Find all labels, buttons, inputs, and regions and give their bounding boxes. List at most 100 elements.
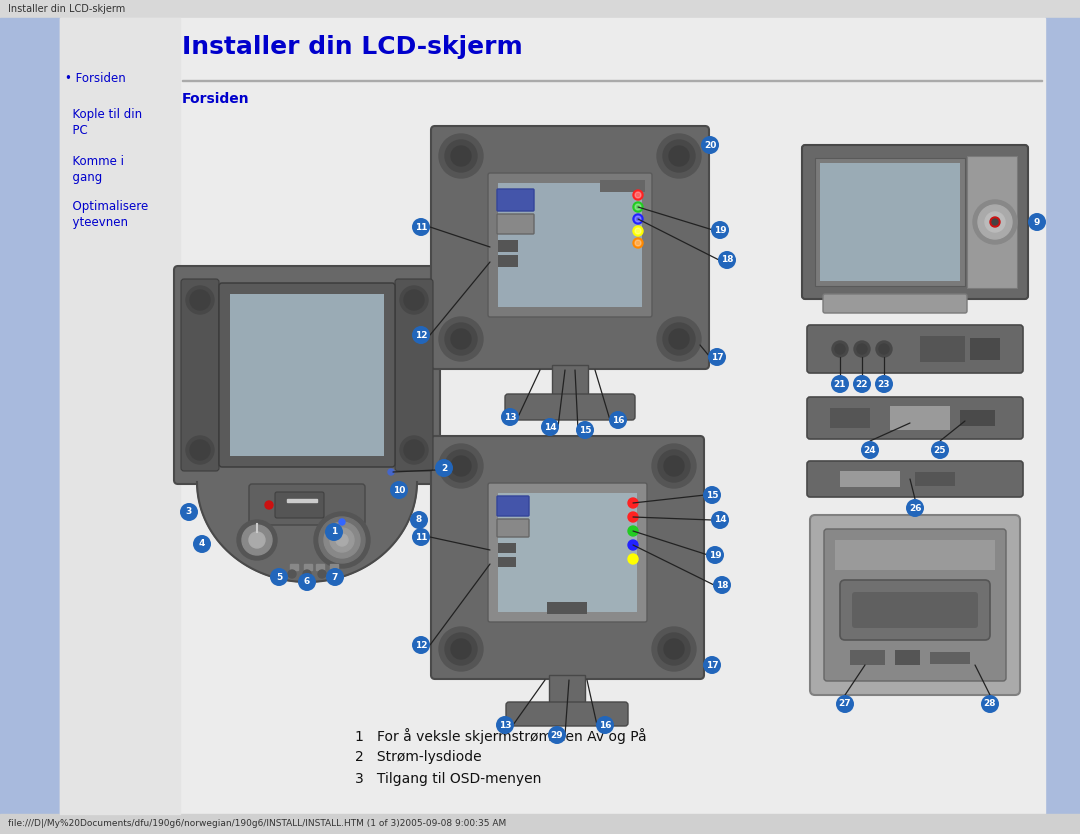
Text: 10: 10 xyxy=(393,485,405,495)
Circle shape xyxy=(835,344,845,354)
Circle shape xyxy=(435,459,453,477)
Circle shape xyxy=(324,522,360,558)
Bar xyxy=(330,564,338,570)
Circle shape xyxy=(879,344,889,354)
Circle shape xyxy=(978,205,1012,239)
Bar xyxy=(890,406,950,430)
Bar xyxy=(820,163,960,281)
FancyBboxPatch shape xyxy=(840,580,990,640)
Bar xyxy=(970,338,1000,360)
Circle shape xyxy=(664,456,684,476)
Circle shape xyxy=(635,192,642,198)
Circle shape xyxy=(633,226,643,236)
Bar xyxy=(920,336,966,362)
Circle shape xyxy=(411,218,430,236)
Text: Kople til din
  PC: Kople til din PC xyxy=(65,108,143,137)
Circle shape xyxy=(451,639,471,659)
Circle shape xyxy=(635,240,642,246)
Text: 7: 7 xyxy=(332,572,338,581)
FancyBboxPatch shape xyxy=(249,484,365,525)
Bar xyxy=(230,294,384,456)
Circle shape xyxy=(703,656,721,674)
Circle shape xyxy=(718,251,735,269)
Circle shape xyxy=(541,418,559,436)
Text: 18: 18 xyxy=(716,580,728,590)
Circle shape xyxy=(706,546,724,564)
FancyBboxPatch shape xyxy=(505,394,635,420)
FancyBboxPatch shape xyxy=(275,492,324,518)
Circle shape xyxy=(596,716,615,734)
Text: Optimalisere
  yteevnen: Optimalisere yteevnen xyxy=(65,200,148,229)
Circle shape xyxy=(411,528,430,546)
Circle shape xyxy=(404,290,424,310)
Bar xyxy=(197,480,417,484)
FancyBboxPatch shape xyxy=(181,279,219,471)
Circle shape xyxy=(388,469,394,475)
Bar xyxy=(498,240,518,252)
Bar xyxy=(815,158,966,286)
Circle shape xyxy=(451,146,471,166)
Bar xyxy=(0,814,1080,834)
Circle shape xyxy=(303,570,311,578)
Text: 3   Tilgang til OSD-menyen: 3 Tilgang til OSD-menyen xyxy=(355,772,541,786)
Bar xyxy=(960,410,995,426)
Text: 2   Strøm-lysdiode: 2 Strøm-lysdiode xyxy=(355,750,482,764)
Text: 27: 27 xyxy=(839,700,851,709)
Circle shape xyxy=(875,375,893,393)
Circle shape xyxy=(438,317,483,361)
Circle shape xyxy=(858,344,867,354)
Text: 17: 17 xyxy=(705,661,718,670)
Bar xyxy=(1045,18,1080,814)
Circle shape xyxy=(314,512,370,568)
Circle shape xyxy=(831,375,849,393)
Circle shape xyxy=(861,441,879,459)
Bar xyxy=(498,543,516,553)
Bar xyxy=(930,652,970,664)
Bar xyxy=(895,650,920,665)
Text: 5: 5 xyxy=(275,572,282,581)
Text: 14: 14 xyxy=(543,423,556,431)
Bar xyxy=(915,472,955,486)
Circle shape xyxy=(713,576,731,594)
Circle shape xyxy=(876,341,892,357)
Text: 26: 26 xyxy=(908,504,921,513)
Circle shape xyxy=(985,212,1005,232)
Circle shape xyxy=(326,568,345,586)
Circle shape xyxy=(330,528,354,552)
Circle shape xyxy=(180,503,198,521)
Circle shape xyxy=(576,421,594,439)
Bar xyxy=(291,564,298,570)
Text: 8: 8 xyxy=(416,515,422,525)
Text: 13: 13 xyxy=(499,721,511,730)
Circle shape xyxy=(906,499,924,517)
Circle shape xyxy=(319,517,365,563)
FancyBboxPatch shape xyxy=(488,173,652,317)
Circle shape xyxy=(451,329,471,349)
Bar xyxy=(850,650,885,665)
Text: 15: 15 xyxy=(579,425,591,435)
Circle shape xyxy=(445,633,477,665)
FancyBboxPatch shape xyxy=(431,436,704,679)
Circle shape xyxy=(404,440,424,460)
Text: 9: 9 xyxy=(1034,218,1040,227)
Circle shape xyxy=(400,286,428,314)
Circle shape xyxy=(339,519,345,525)
Circle shape xyxy=(853,375,870,393)
FancyBboxPatch shape xyxy=(807,325,1023,373)
Circle shape xyxy=(411,636,430,654)
Circle shape xyxy=(609,411,627,429)
Circle shape xyxy=(445,323,477,355)
Text: Installer din LCD-skjerm: Installer din LCD-skjerm xyxy=(8,4,125,14)
Bar xyxy=(498,255,518,267)
FancyBboxPatch shape xyxy=(507,702,627,726)
Circle shape xyxy=(711,511,729,529)
Circle shape xyxy=(410,511,428,529)
Circle shape xyxy=(249,532,265,548)
Text: 16: 16 xyxy=(611,415,624,425)
Circle shape xyxy=(451,456,471,476)
FancyBboxPatch shape xyxy=(219,283,395,467)
Circle shape xyxy=(190,440,210,460)
Circle shape xyxy=(400,436,428,464)
Circle shape xyxy=(703,486,721,504)
Circle shape xyxy=(635,216,642,222)
